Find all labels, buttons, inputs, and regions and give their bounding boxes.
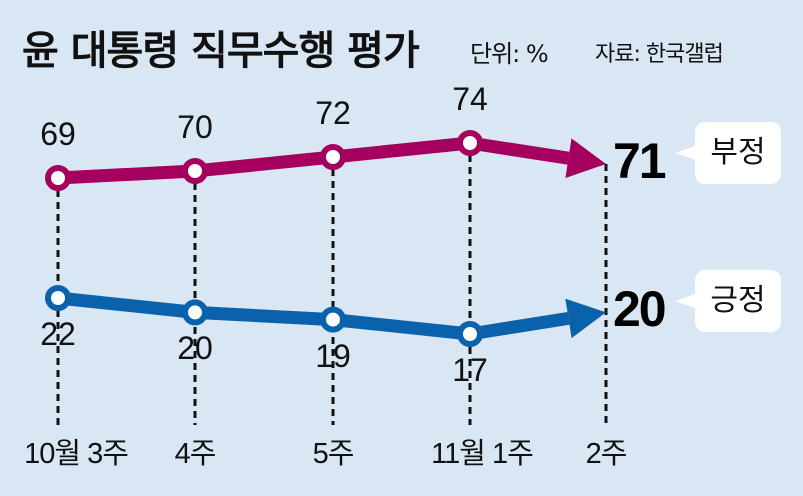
x-tick-label: 2주 (585, 438, 628, 470)
data-point (182, 299, 208, 326)
x-tick-label: 5주 (312, 438, 355, 470)
arrow-shaft-0 (469, 136, 570, 165)
chart-title: 윤 대통령 직무수행 평가 (22, 28, 420, 74)
data-label: 22 (40, 316, 76, 352)
source-label: 자료: 한국갤럽 (595, 42, 724, 67)
data-point (182, 158, 208, 184)
arrow-shaft-1 (468, 311, 570, 341)
arrow-head-0 (565, 138, 606, 178)
data-point (457, 130, 483, 156)
data-label: 17 (452, 352, 488, 388)
x-tick-label: 11월 1주 (431, 438, 534, 470)
final-value: 71 (613, 133, 667, 189)
x-tick-label: 10월 3주 (24, 438, 129, 470)
series-line-1 (57, 291, 471, 341)
data-label: 72 (315, 95, 351, 131)
x-tick-label: 4주 (174, 438, 217, 470)
data-point (457, 321, 483, 347)
legend-tag: 부정 (675, 122, 781, 184)
data-label: 70 (177, 109, 213, 145)
unit-label: 단위: % (470, 40, 549, 68)
data-point (320, 144, 346, 170)
legend-tag: 긍정 (675, 270, 781, 333)
data-label: 19 (315, 337, 351, 374)
arrow-head-1 (565, 298, 606, 339)
data-point (45, 165, 71, 191)
data-point (320, 306, 346, 333)
data-point (45, 285, 71, 311)
data-label: 20 (177, 330, 213, 367)
data-label: 69 (40, 116, 76, 152)
series-line-0 (57, 136, 471, 185)
data-label: 74 (452, 81, 488, 117)
final-value: 20 (613, 281, 667, 338)
